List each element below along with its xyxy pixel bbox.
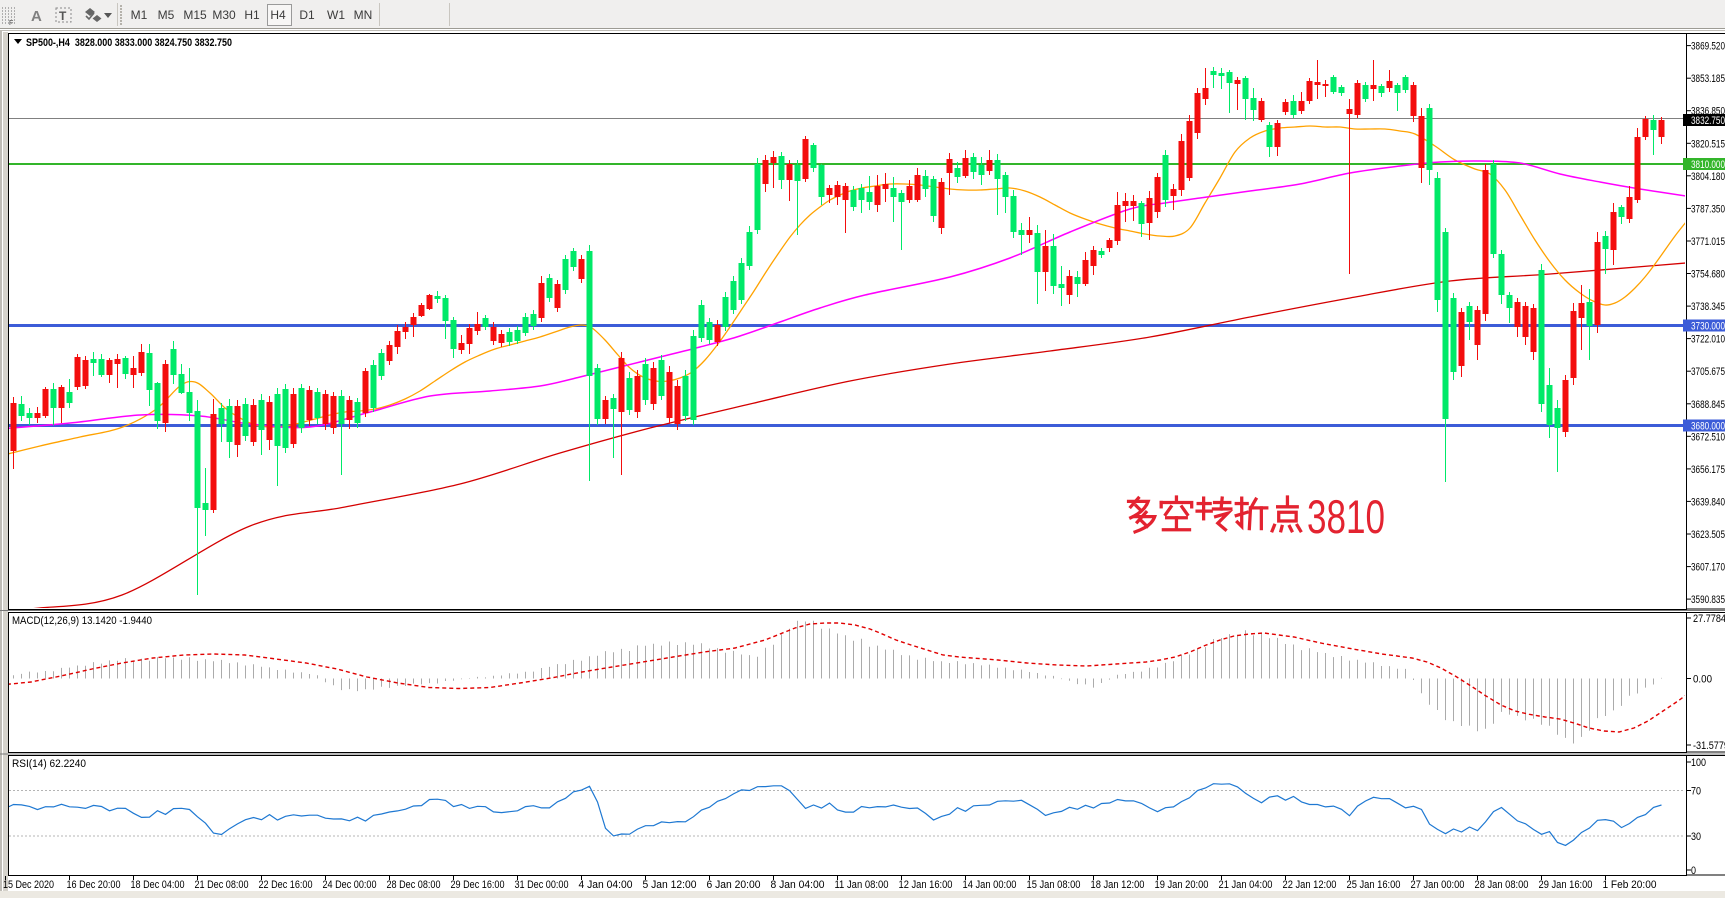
svg-text:4 Jan 04:00: 4 Jan 04:00	[579, 879, 633, 891]
svg-text:28 Jan 08:00: 28 Jan 08:00	[1475, 879, 1529, 891]
svg-text:29 Dec 16:00: 29 Dec 16:00	[451, 879, 505, 891]
svg-text:3754.680: 3754.680	[1691, 269, 1725, 281]
svg-text:H1: H1	[244, 8, 260, 22]
svg-text:15 Dec 2020: 15 Dec 2020	[3, 879, 54, 891]
svg-text:5 Jan 12:00: 5 Jan 12:00	[643, 879, 697, 891]
svg-text:70: 70	[1691, 786, 1701, 798]
svg-text:25 Jan 16:00: 25 Jan 16:00	[1347, 879, 1401, 891]
svg-text:D1: D1	[299, 8, 315, 22]
svg-text:MN: MN	[354, 8, 373, 22]
svg-text:3705.675: 3705.675	[1691, 366, 1725, 378]
svg-text:19 Jan 20:00: 19 Jan 20:00	[1155, 879, 1209, 891]
svg-text:3832.750: 3832.750	[1691, 115, 1725, 127]
svg-text:3590.835: 3590.835	[1691, 594, 1725, 606]
svg-text:SP500-,H4 3828.000 3833.000 3: SP500-,H4 3828.000 3833.000 3824.750 383…	[26, 37, 232, 49]
svg-text:30: 30	[1691, 831, 1701, 843]
svg-text:MACD(12,26,9) 13.1420 -1.9440: MACD(12,26,9) 13.1420 -1.9440	[12, 615, 152, 627]
svg-text:3853.185: 3853.185	[1691, 73, 1725, 85]
svg-text:27.7784: 27.7784	[1693, 613, 1725, 625]
svg-text:3607.170: 3607.170	[1691, 562, 1725, 574]
svg-text:M15: M15	[183, 8, 207, 22]
svg-text:100: 100	[1691, 757, 1706, 769]
svg-text:T: T	[59, 9, 67, 23]
svg-text:18 Jan 12:00: 18 Jan 12:00	[1091, 879, 1145, 891]
svg-text:15 Jan 08:00: 15 Jan 08:00	[1027, 879, 1081, 891]
svg-text:6 Jan 20:00: 6 Jan 20:00	[707, 879, 761, 891]
svg-text:11 Jan 08:00: 11 Jan 08:00	[835, 879, 889, 891]
svg-text:16 Dec 20:00: 16 Dec 20:00	[67, 879, 121, 891]
svg-text:3680.000: 3680.000	[1691, 421, 1725, 433]
svg-text:24 Dec 00:00: 24 Dec 00:00	[323, 879, 377, 891]
svg-text:22 Jan 12:00: 22 Jan 12:00	[1283, 879, 1337, 891]
svg-text:27 Jan 00:00: 27 Jan 00:00	[1411, 879, 1465, 891]
svg-text:18 Dec 04:00: 18 Dec 04:00	[131, 879, 185, 891]
svg-text:3804.180: 3804.180	[1691, 171, 1725, 183]
svg-text:M30: M30	[212, 8, 236, 22]
svg-text:3820.515: 3820.515	[1691, 138, 1725, 150]
svg-text:3810.000: 3810.000	[1691, 159, 1725, 171]
svg-text:3810: 3810	[1307, 490, 1385, 543]
svg-text:-31.5779: -31.5779	[1693, 740, 1725, 752]
svg-text:28 Dec 08:00: 28 Dec 08:00	[387, 879, 441, 891]
svg-text:3639.840: 3639.840	[1691, 496, 1725, 508]
svg-text:21 Dec 08:00: 21 Dec 08:00	[195, 879, 249, 891]
svg-text:M5: M5	[158, 8, 175, 22]
svg-text:3738.345: 3738.345	[1691, 301, 1725, 313]
svg-text:12 Jan 16:00: 12 Jan 16:00	[899, 879, 953, 891]
svg-text:3730.000: 3730.000	[1691, 321, 1725, 333]
svg-text:W1: W1	[327, 8, 345, 22]
svg-text:22 Dec 16:00: 22 Dec 16:00	[259, 879, 313, 891]
svg-text:31 Dec 00:00: 31 Dec 00:00	[515, 879, 569, 891]
svg-text:1 Feb 20:00: 1 Feb 20:00	[1603, 879, 1657, 891]
svg-text:H4: H4	[270, 8, 286, 22]
svg-text:3722.010: 3722.010	[1691, 334, 1725, 346]
svg-text:0.00: 0.00	[1693, 674, 1712, 686]
svg-text:3688.845: 3688.845	[1691, 399, 1725, 411]
svg-text:0: 0	[1691, 865, 1696, 877]
svg-text:14 Jan 00:00: 14 Jan 00:00	[963, 879, 1017, 891]
svg-text:F: F	[9, 20, 13, 27]
svg-text:3787.350: 3787.350	[1691, 203, 1725, 215]
svg-text:29 Jan 16:00: 29 Jan 16:00	[1539, 879, 1593, 891]
svg-text:3771.015: 3771.015	[1691, 236, 1725, 248]
svg-text:A: A	[31, 8, 42, 25]
svg-text:RSI(14) 62.2240: RSI(14) 62.2240	[12, 758, 86, 770]
svg-text:3672.510: 3672.510	[1691, 431, 1725, 443]
svg-text:3656.175: 3656.175	[1691, 464, 1725, 476]
svg-text:3623.505: 3623.505	[1691, 529, 1725, 541]
svg-text:8 Jan 04:00: 8 Jan 04:00	[771, 879, 825, 891]
svg-text:3869.520: 3869.520	[1691, 41, 1725, 53]
svg-text:21 Jan 04:00: 21 Jan 04:00	[1219, 879, 1273, 891]
svg-text:M1: M1	[131, 8, 148, 22]
